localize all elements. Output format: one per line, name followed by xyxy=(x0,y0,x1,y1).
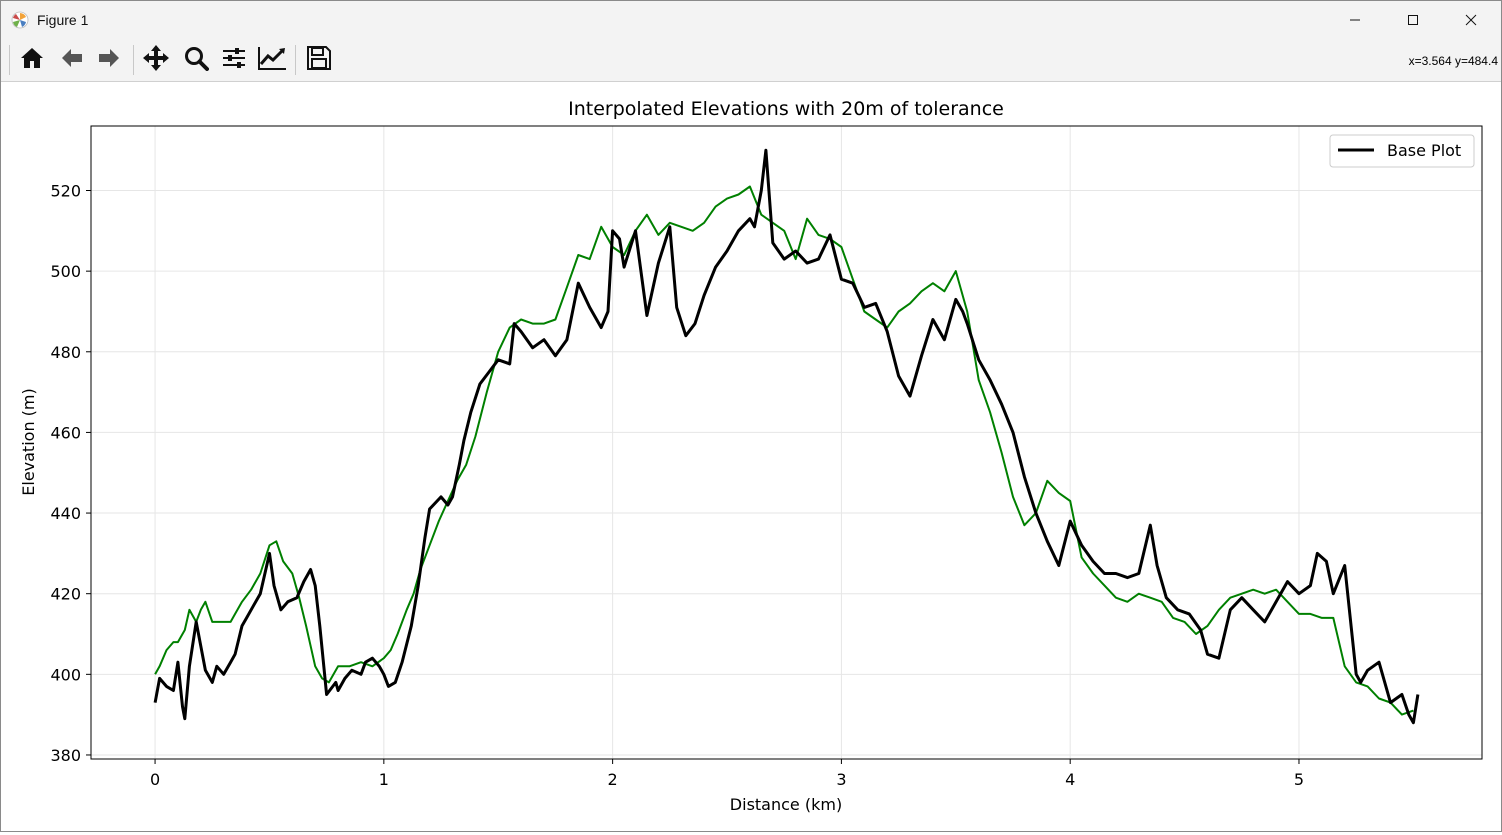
x-tick-label: 2 xyxy=(608,770,618,789)
x-tick-label: 1 xyxy=(379,770,389,789)
home-icon xyxy=(19,45,45,75)
series-line-interpolated xyxy=(154,185,1414,716)
matplotlib-logo-icon xyxy=(11,11,29,29)
forward-icon xyxy=(96,45,122,75)
configure-subplots-icon xyxy=(221,45,247,75)
grid-lines xyxy=(91,126,1482,759)
maximize-button[interactable] xyxy=(1384,1,1442,39)
toolbar-grip xyxy=(9,45,10,75)
toolbar-separator xyxy=(295,45,296,75)
y-tick-label: 440 xyxy=(50,504,81,523)
x-axis-ticks: 0 1 2 3 4 5 xyxy=(150,759,1304,789)
close-button[interactable] xyxy=(1442,1,1500,39)
legend-box xyxy=(1329,134,1475,168)
minimize-button[interactable] xyxy=(1326,1,1384,39)
close-icon xyxy=(1465,11,1477,30)
back-button[interactable] xyxy=(55,43,89,77)
figure-canvas[interactable]: 0 1 2 3 4 5 380 400 420 440 460 480 500 520 Interpol… xyxy=(1,82,1501,831)
zoom-button[interactable] xyxy=(179,43,213,77)
legend-label-base-plot: Base Plot xyxy=(1387,141,1461,160)
y-tick-label: 460 xyxy=(50,423,81,442)
edit-axis-button[interactable] xyxy=(255,43,289,77)
zoom-icon xyxy=(183,45,209,75)
title-bar: Figure 1 xyxy=(1,1,1501,39)
y-tick-label: 420 xyxy=(50,585,81,604)
y-tick-label: 480 xyxy=(50,343,81,362)
window-title: Figure 1 xyxy=(37,12,89,28)
toolbar-separator xyxy=(133,45,134,75)
save-icon xyxy=(306,45,332,75)
y-axis-label: Elevation (m) xyxy=(19,388,38,495)
x-tick-label: 4 xyxy=(1065,770,1075,789)
pan-button[interactable] xyxy=(139,43,173,77)
y-tick-label: 380 xyxy=(50,746,81,765)
series-line-base-plot xyxy=(153,148,1420,725)
legend: Base Plot xyxy=(1329,134,1475,168)
series-layer xyxy=(153,148,1420,725)
chart-svg: 0 1 2 3 4 5 380 400 420 440 460 480 500 520 Interpol… xyxy=(19,98,1483,814)
maximize-icon xyxy=(1407,11,1419,30)
pan-icon xyxy=(142,44,170,76)
configure-subplots-button[interactable] xyxy=(217,43,251,77)
edit-axis-icon xyxy=(257,45,287,75)
y-tick-label: 500 xyxy=(50,262,81,281)
y-tick-label: 400 xyxy=(50,665,81,684)
forward-button[interactable] xyxy=(92,43,126,77)
x-tick-label: 3 xyxy=(836,770,846,789)
y-axis-ticks: 380 400 420 440 460 480 500 520 xyxy=(50,182,91,765)
x-axis-label: Distance (km) xyxy=(730,795,842,814)
navigation-toolbar: x=3.564 y=484.4 xyxy=(1,39,1501,82)
minimize-icon xyxy=(1349,11,1361,30)
y-tick-label: 520 xyxy=(50,182,81,201)
chart-title: Interpolated Elevations with 20m of tole… xyxy=(568,98,1004,120)
cursor-coordinates: x=3.564 y=484.4 xyxy=(1408,54,1498,68)
save-button[interactable] xyxy=(302,43,336,77)
back-icon xyxy=(59,45,85,75)
x-tick-label: 0 xyxy=(150,770,160,789)
axes-frame xyxy=(90,125,1483,760)
x-tick-label: 5 xyxy=(1294,770,1304,789)
home-button[interactable] xyxy=(15,43,49,77)
